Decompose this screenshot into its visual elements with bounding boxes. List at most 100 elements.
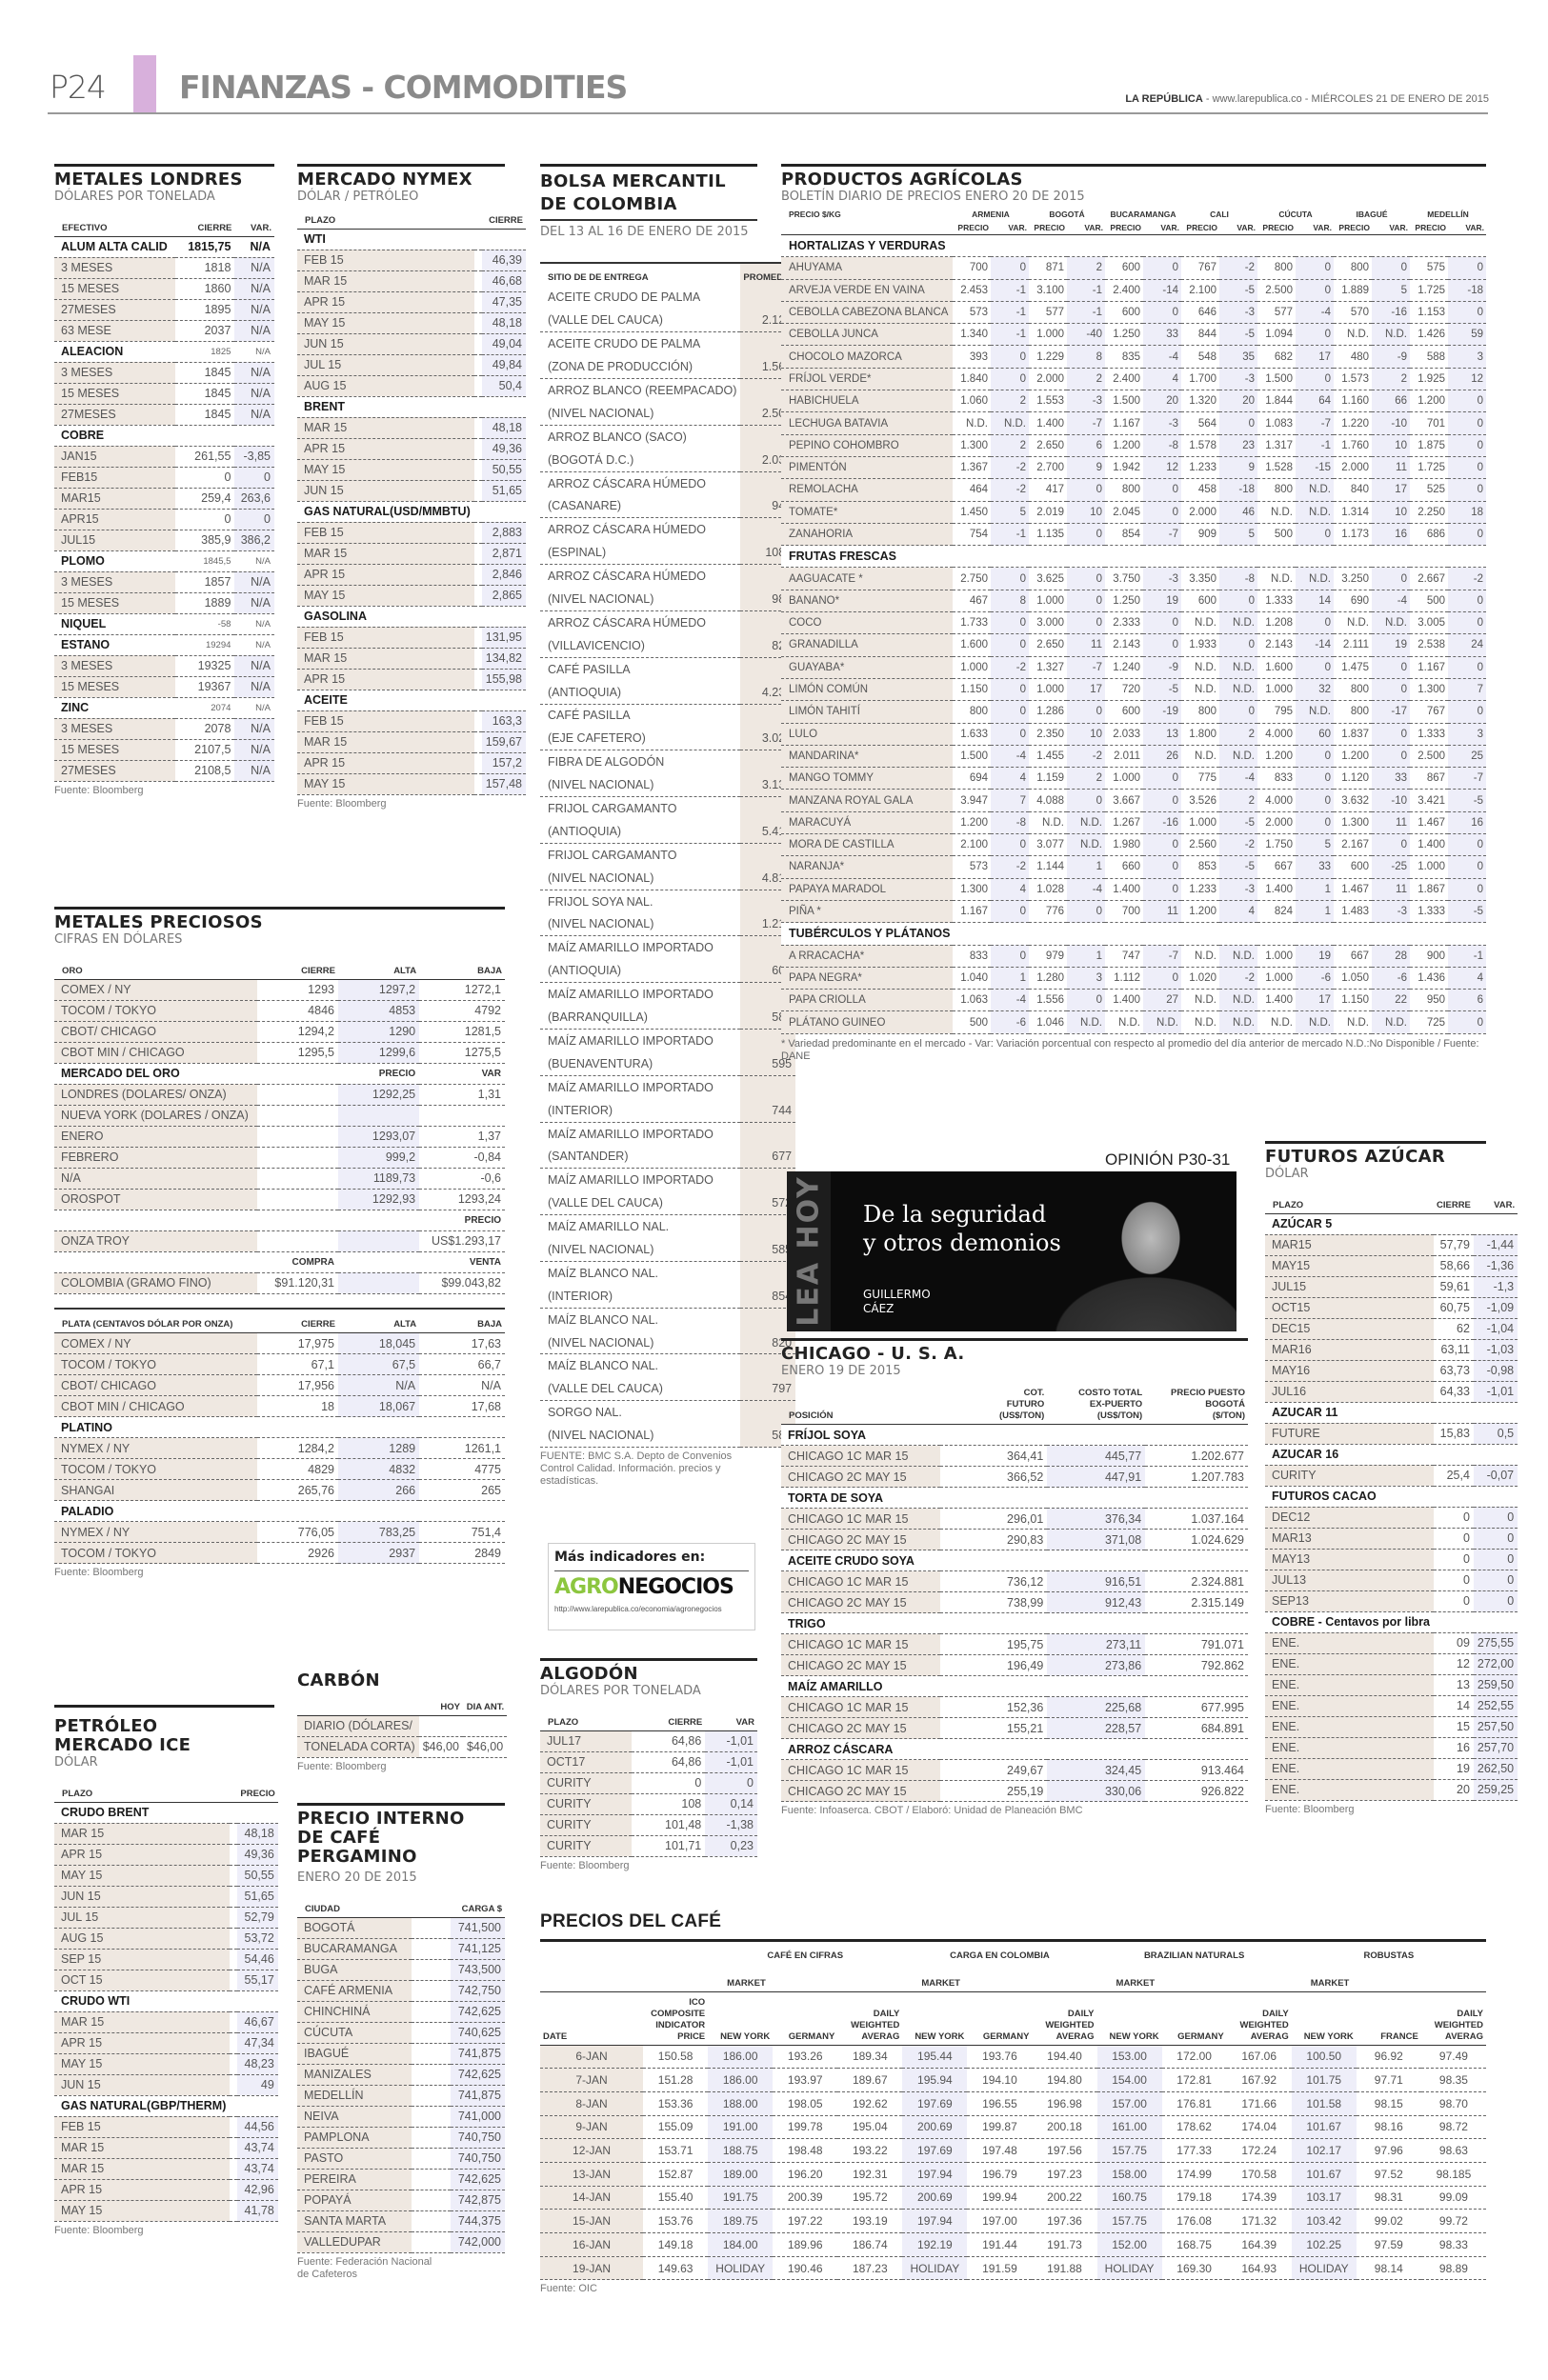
row-label: CURITY: [540, 1814, 632, 1836]
source-note: Fuente: Bloomberg: [1265, 1803, 1355, 1815]
lea-hoy-promo[interactable]: LEA HOY De la seguridad y otros demonios…: [787, 1171, 1236, 1331]
price-cell: 98.35: [1420, 2068, 1486, 2092]
cell-value: 48,23: [237, 2053, 278, 2075]
cell-value: -1: [1067, 301, 1105, 325]
date-cell: 16-JAN: [540, 2232, 644, 2257]
cell-value: 2.000: [1334, 456, 1372, 480]
column-header: CIERRE: [481, 204, 526, 230]
cell-value: 2: [1067, 767, 1105, 790]
table-row: 19-JAN 149.63 HOLIDAY 190.46 187.23 HOLIDAY 19…: [540, 2256, 1486, 2281]
row-label: MAY 15: [297, 459, 474, 481]
row-label: APR 15: [297, 291, 474, 313]
cell-value: 163,3: [481, 710, 526, 732]
group-row: COMPRA VENTA: [54, 1251, 505, 1273]
cell-value: 2: [1219, 723, 1257, 746]
row-label: NYMEX / NY: [54, 1521, 257, 1543]
cell-value: US$1.293,17: [419, 1230, 505, 1252]
column-header: POSICIÓN: [781, 1386, 940, 1425]
cell-value: 1.040: [953, 967, 991, 990]
opinion-page-ref[interactable]: OPINIÓN P30-31: [1105, 1150, 1231, 1169]
row-label: MAR 15: [297, 543, 474, 565]
table-row: CHICAGO 2C MAY 15 255,19 330,06 926.822: [781, 1780, 1248, 1802]
row-label: CRUDO BRENT: [54, 1802, 231, 1824]
cell-value: 1.000: [1181, 811, 1219, 835]
cell-value: 0: [1296, 811, 1334, 835]
cell-value: [473, 417, 482, 439]
product-name: MANDARINA*: [781, 745, 953, 769]
price-cell: 101.58: [1291, 2091, 1357, 2116]
cell-value: [1473, 1444, 1518, 1466]
table-row: MAÍZ AMARILLO NAL.: [540, 1214, 796, 1239]
column-header: CIERRE: [175, 211, 235, 237]
cell-value: N.D.: [1219, 1010, 1257, 1034]
row-label: MAR 15: [54, 2158, 231, 2180]
group-label: HORTALIZAS Y VERDURAS: [781, 234, 1486, 258]
productos-agricolas-section: PRODUCTOS AGRÍCOLAS BOLETÍN DIARIO DE PR…: [781, 164, 1486, 1063]
cell-value: 152,36: [939, 1696, 1048, 1718]
cell-value: 1.233: [1181, 878, 1219, 901]
cell-value: 800: [953, 700, 991, 724]
column-header: PLAZO: [54, 1777, 231, 1803]
cell-value: 48,18: [237, 1823, 278, 1845]
table-row: CBOT/ CHICAGO 1294,2 1290 1281,5: [54, 1021, 505, 1043]
cell-value: 2.667: [1410, 567, 1448, 590]
site-url[interactable]: - www.larepublica.co -: [1202, 93, 1312, 105]
cell-value: 1.173: [1334, 523, 1372, 547]
cell-value: 17: [1067, 678, 1105, 702]
row-label: PALADIO: [54, 1500, 257, 1522]
cell-value: 2.700: [1029, 456, 1067, 480]
table-row: CAFÉ ARMENIA 742,750: [297, 1980, 505, 2002]
price-cell: 153.36: [643, 2091, 709, 2116]
column-header: VAR.: [1067, 221, 1105, 235]
row-label: TOCOM / TOKYO: [54, 1000, 257, 1022]
row-label: 15 MESES: [54, 739, 176, 761]
cell-value: PRECIO: [337, 1063, 420, 1085]
price-cell: 197.69: [902, 2091, 968, 2116]
row-label: CHICAGO 2C MAY 15: [781, 1466, 940, 1488]
cell-value: 1: [1296, 900, 1334, 924]
cell-value: 44,56: [237, 2116, 278, 2138]
cell-value: -3,85: [234, 446, 274, 468]
delivery-site: (ZONA DE PRODUCCIÓN): [540, 355, 741, 380]
group-row: ACEITE: [297, 690, 526, 711]
section-subheading: DÓLAR: [54, 1755, 98, 1770]
cell-value: 1.933: [1181, 633, 1219, 657]
cell-value: 67,1: [256, 1353, 338, 1375]
section-heading: METALES PRECIOSOS: [54, 912, 263, 932]
cell-value: 1.837: [1334, 723, 1372, 746]
cell-value: 417: [1029, 478, 1067, 502]
cell-value: 15: [1434, 1716, 1474, 1738]
cell-value: [1047, 1675, 1146, 1697]
cell-value: 743,500: [451, 1959, 505, 1981]
row-label: MERCADO DEL ORO: [54, 1063, 257, 1085]
price-cell: 198.48: [773, 2138, 838, 2163]
cell-value: 2: [991, 390, 1029, 413]
table-row: FEB 15 2,883: [297, 522, 526, 544]
product-name: LULO: [781, 723, 953, 746]
cell-value: 2: [991, 434, 1029, 457]
agronegocios-banner[interactable]: Más indicadores en: AGRONEGOCIOS http://…: [548, 1543, 755, 1630]
row-label: COBRE: [54, 425, 176, 447]
cell-value: 47,34: [237, 2032, 278, 2054]
cell-value: N.D.: [1334, 323, 1372, 347]
cell-value: [411, 2022, 452, 2044]
cell-value: 0: [1372, 745, 1410, 769]
cell-value: 2.000: [1029, 368, 1067, 391]
banner-url[interactable]: http://www.larepublica.co/economia/agron…: [554, 1605, 722, 1613]
cell-value: [256, 1084, 338, 1106]
cell-value: [419, 1500, 505, 1522]
cell-value: N/A: [234, 697, 274, 719]
cell-value: [418, 1715, 463, 1737]
cell-value: 3.625: [1029, 567, 1067, 590]
cell-value: 47,35: [481, 291, 526, 313]
cell-value: 19325: [175, 655, 235, 677]
cell-value: -3: [1143, 411, 1181, 435]
price-cell: 157.75: [1096, 2209, 1162, 2233]
cell-value: 684.891: [1145, 1717, 1248, 1739]
row-label: JAN15: [54, 446, 176, 468]
average-price: 744: [740, 1098, 796, 1123]
cell-value: 1.467: [1334, 878, 1372, 901]
promo-author: GUILLERMO CÁEZ: [863, 1288, 931, 1315]
cell-value: 1.153: [1410, 301, 1448, 325]
chicago-table: POSICIÓN COT. FUTURO (US$/TON) COSTO TOTAL…: [781, 1386, 1248, 1802]
